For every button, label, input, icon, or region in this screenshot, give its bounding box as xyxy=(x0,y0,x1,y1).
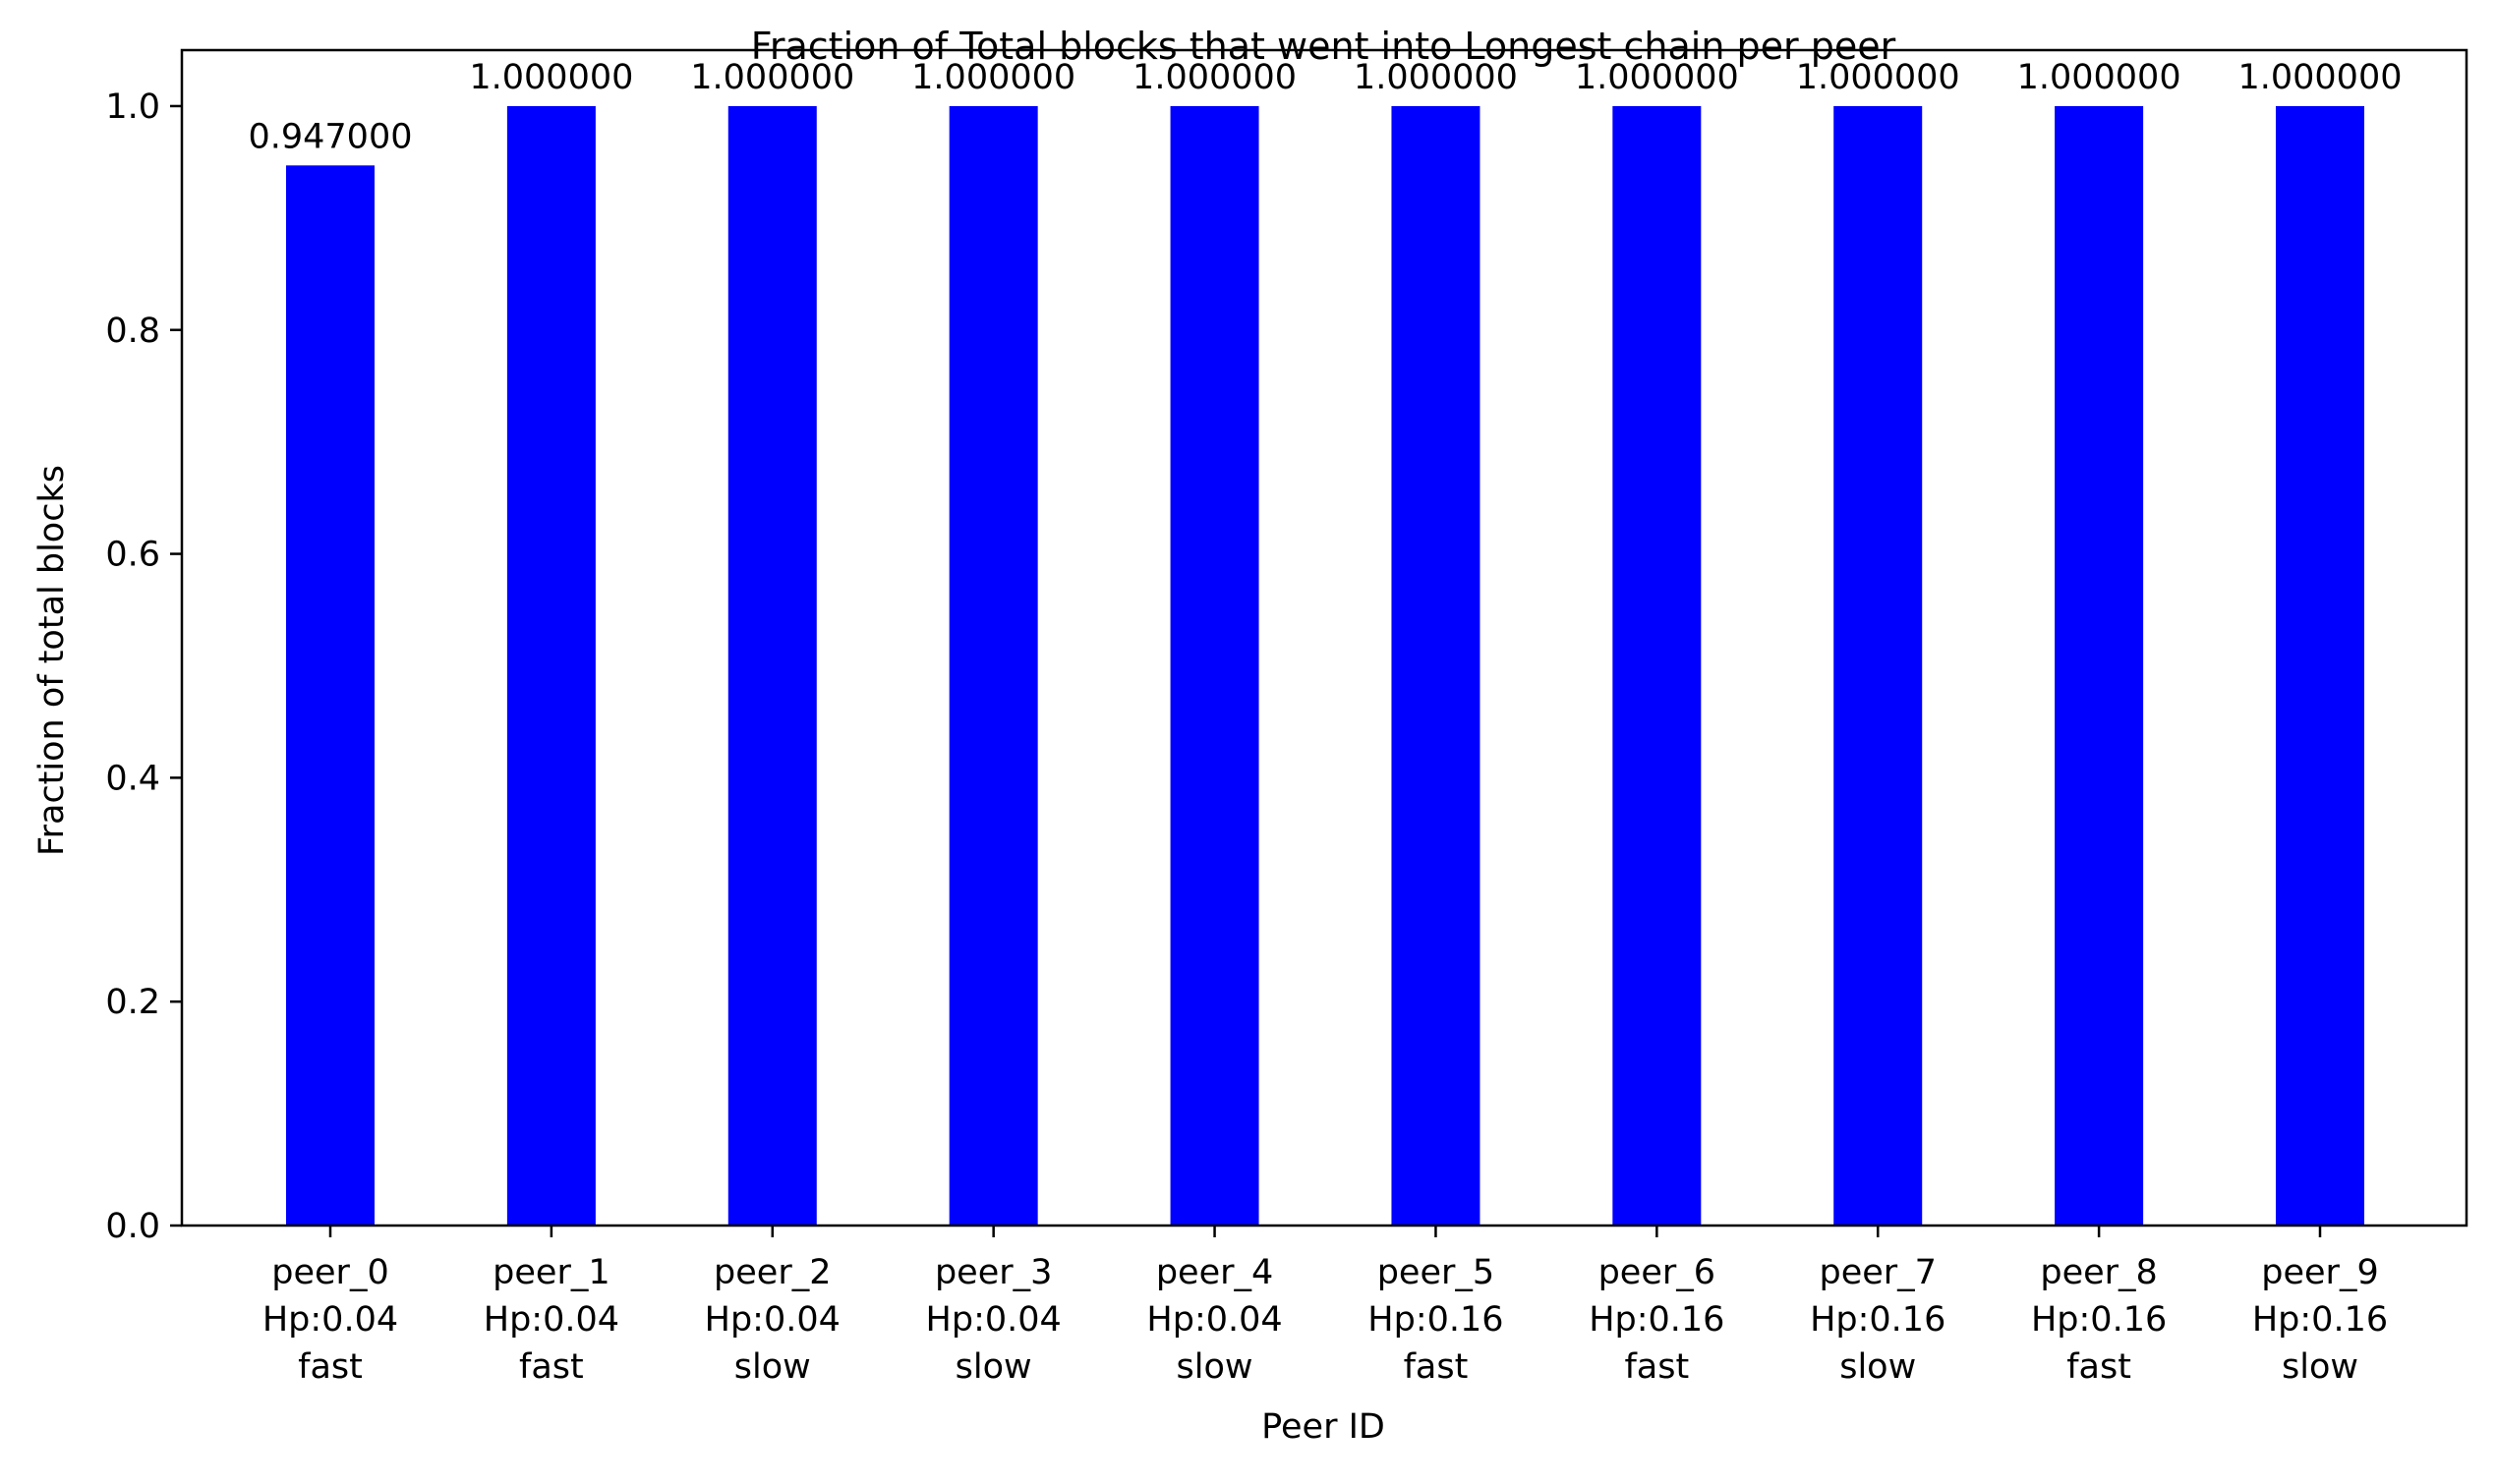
x-tick-label: peer_6 Hp:0.16 fast xyxy=(1589,1253,1724,1387)
bar xyxy=(727,105,817,1226)
x-tick-label: peer_2 Hp:0.04 slow xyxy=(705,1253,841,1387)
x-axis-label: Peer ID xyxy=(1261,1407,1385,1447)
chart-title: Fraction of Total blocks that went into … xyxy=(751,25,1896,68)
x-tick-label: peer_1 Hp:0.04 fast xyxy=(484,1253,619,1387)
y-tick-label: 0.8 xyxy=(105,312,160,351)
bar xyxy=(1833,105,1923,1226)
bar xyxy=(286,165,375,1226)
data-label: 1.000000 xyxy=(469,58,633,97)
x-tick-label: peer_0 Hp:0.04 fast xyxy=(262,1253,398,1387)
y-tick-label: 0.0 xyxy=(105,1207,160,1246)
bar xyxy=(1391,105,1480,1226)
data-label: 0.947000 xyxy=(248,117,412,156)
bars-layer: 0.947000 1.000000 1.000000 1.000000 1.000000… xyxy=(248,58,2403,1226)
bar xyxy=(506,105,596,1226)
y-axis-label: Fraction of total blocks xyxy=(32,465,72,856)
bar xyxy=(1170,105,1259,1226)
bar xyxy=(2055,105,2144,1226)
data-label: 1.000000 xyxy=(2237,58,2402,97)
bar xyxy=(2276,105,2364,1226)
y-tick-label: 0.6 xyxy=(105,536,160,575)
y-tick-label: 0.2 xyxy=(105,983,160,1022)
y-tick-label: 0.4 xyxy=(105,759,160,798)
x-tick-label: peer_5 Hp:0.16 fast xyxy=(1367,1253,1503,1387)
bar xyxy=(1612,105,1702,1226)
bar xyxy=(949,105,1038,1226)
axes-layer: 0.0 0.2 0.4 0.6 0.8 1.0 peer_0 Hp:0.04 fast peer_… xyxy=(105,48,2468,1387)
data-label: 1.000000 xyxy=(1796,58,1960,97)
y-tick-label: 1.0 xyxy=(105,87,160,127)
x-tick-label: peer_3 Hp:0.04 slow xyxy=(926,1253,1062,1387)
data-label: 1.000000 xyxy=(690,58,854,97)
x-tick-label: peer_9 Hp:0.16 slow xyxy=(2252,1253,2388,1387)
data-label: 1.000000 xyxy=(2017,58,2181,97)
data-label: 1.000000 xyxy=(1575,58,1739,97)
plot-frame xyxy=(180,48,2468,1227)
x-tick-label: peer_8 Hp:0.16 fast xyxy=(2031,1253,2167,1387)
data-label: 1.000000 xyxy=(911,58,1075,97)
x-tick-label: peer_4 Hp:0.04 slow xyxy=(1146,1253,1282,1387)
data-label: 1.000000 xyxy=(1354,58,1518,97)
data-label: 1.000000 xyxy=(1132,58,1297,97)
x-tick-label: peer_7 Hp:0.16 slow xyxy=(1810,1253,1945,1387)
